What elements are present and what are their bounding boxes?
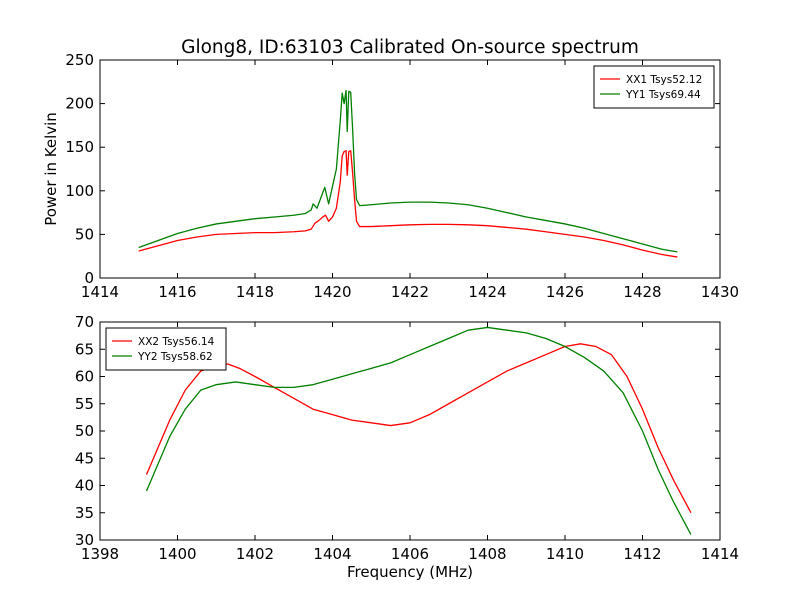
bottom-series-line-1: [145, 343, 692, 514]
bottom-series-line-2: [145, 326, 692, 535]
bottom-x-tick-label: 1412: [623, 545, 661, 563]
bottom-x-tick-label: 1404: [313, 545, 351, 563]
bottom-y-tick-label: 55: [75, 395, 94, 413]
top-y-tick-label: 50: [75, 225, 94, 243]
bottom-y-tick-label: 60: [75, 368, 94, 386]
top-x-tick-label: 1424: [468, 283, 506, 301]
bottom-x-tick-label: 1410: [546, 545, 584, 563]
top-legend: XX1 Tsys52.12 YY1 Tsys69.44: [593, 65, 715, 109]
top-x-tick-label: 1416: [158, 283, 196, 301]
bottom-x-tick-label: 1406: [391, 545, 429, 563]
top-x-tick-label: 1420: [313, 283, 351, 301]
top-legend-label-1: XX1 Tsys52.12: [626, 74, 702, 86]
bottom-y-tick-label: 35: [75, 504, 94, 522]
bottom-legend-label-2: YY2 Tsys58.62: [137, 351, 213, 363]
bottom-legend-label-1: XX2 Tsys56.14: [138, 336, 215, 348]
top-y-tick-label: 200: [65, 95, 94, 113]
top-y-tick-label: 250: [65, 51, 94, 69]
top-x-tick-label: 1422: [391, 283, 429, 301]
bottom-legend-box: [105, 327, 227, 371]
top-x-tick-label: 1430: [701, 283, 739, 301]
top-y-tick-label: 150: [65, 138, 94, 156]
top-series-line-2: [138, 89, 678, 253]
top-legend-box: [593, 65, 715, 109]
top-x-tick-label: 1426: [546, 283, 584, 301]
bottom-legend: XX2 Tsys56.14 YY2 Tsys58.62: [105, 327, 227, 371]
bottom-x-tick-label: 1400: [158, 545, 196, 563]
top-y-tick-label: 100: [65, 182, 94, 200]
top-series-line-1: [138, 150, 678, 258]
bottom-x-tick-label: 1398: [81, 545, 119, 563]
top-y-tick-label: 0: [84, 269, 94, 287]
top-legend-label-2: YY1 Tsys69.44: [625, 89, 701, 101]
bottom-y-tick-label: 70: [75, 313, 94, 331]
top-subplot: 1414 1416 1418 1420 1422 1424 1426 1428 1430 0 50 1…: [42, 51, 739, 301]
top-x-tick-label: 1414: [81, 283, 119, 301]
bottom-x-tick-label: 1402: [236, 545, 274, 563]
bottom-y-tick-label: 40: [75, 477, 94, 495]
top-y-axis-label: Power in Kelvin: [42, 112, 60, 226]
bottom-x-tick-label: 1414: [701, 545, 739, 563]
bottom-subplot: 1398 1400 1402 1404 1406 1408 1410 1412 1414 30 35…: [75, 313, 739, 581]
top-x-tick-label: 1418: [236, 283, 274, 301]
bottom-y-tick-label: 50: [75, 422, 94, 440]
bottom-x-axis-label: Frequency (MHz): [347, 563, 473, 581]
bottom-x-tick-label: 1408: [468, 545, 506, 563]
top-x-tick-label: 1428: [623, 283, 661, 301]
bottom-y-tick-label: 65: [75, 340, 94, 358]
bottom-y-tick-label: 45: [75, 449, 94, 467]
figure-title: Glong8, ID:63103 Calibrated On-source sp…: [181, 37, 639, 58]
bottom-y-tick-label: 30: [75, 531, 94, 549]
